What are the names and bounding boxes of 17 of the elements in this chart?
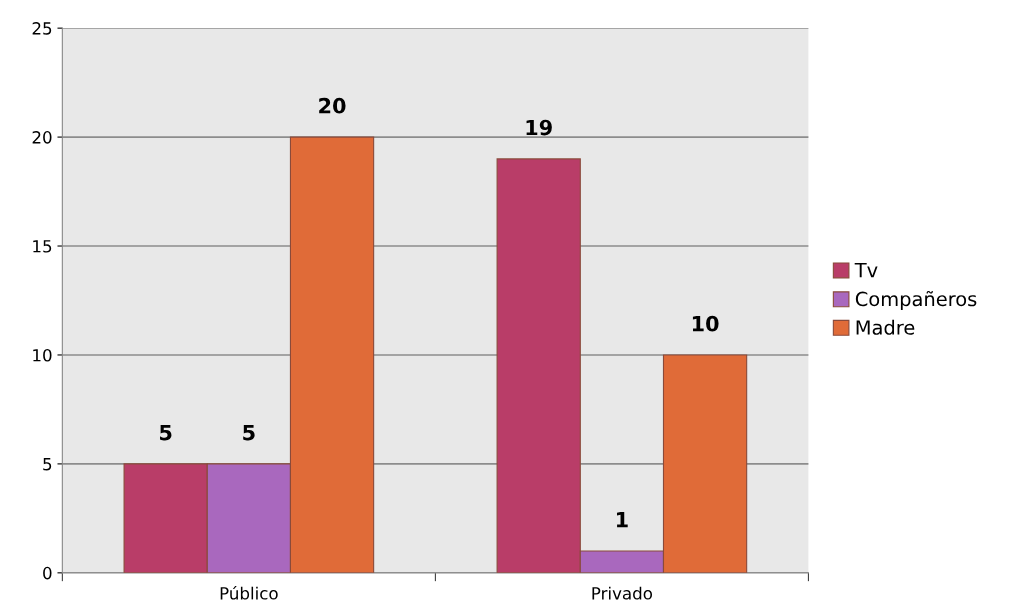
data-label: 1: [616, 512, 628, 528]
data-label: 19: [526, 119, 552, 136]
y-tick-label: 20: [32, 131, 52, 144]
legend-label: Compañeros: [855, 290, 977, 311]
data-label: 5: [243, 424, 255, 441]
x-tick-label: Privado: [592, 586, 653, 600]
legend-label: Madre: [856, 319, 915, 335]
data-label: 5: [160, 424, 172, 441]
y-tick-label: 0: [43, 566, 52, 580]
data-label: 10: [692, 315, 719, 332]
x-tick-label: Público: [220, 586, 278, 600]
y-tick-label: 15: [33, 240, 52, 253]
y-tick-label: 10: [33, 348, 52, 362]
legend-label: Tv: [854, 262, 878, 278]
y-tick-label: 5: [43, 458, 52, 471]
data-label: 20: [319, 97, 346, 114]
y-tick-label: 25: [32, 22, 52, 35]
